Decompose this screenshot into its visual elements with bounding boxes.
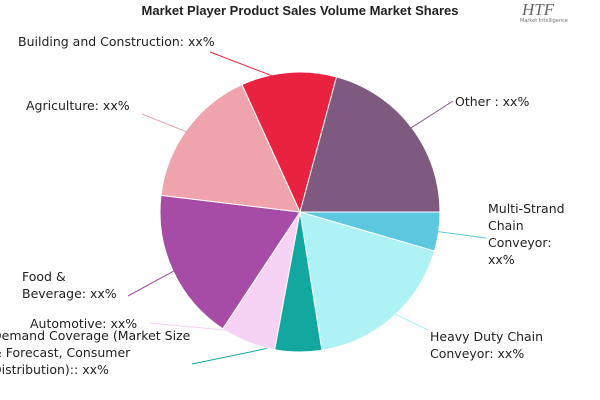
chart-title: Market Player Product Sales Volume Marke… xyxy=(141,3,459,18)
pie-slice xyxy=(241,71,338,214)
leader-line xyxy=(402,100,454,134)
logo-text: HTF xyxy=(522,0,555,19)
leader-line xyxy=(428,229,487,239)
pie-slice xyxy=(299,76,441,213)
pie-slice xyxy=(160,83,301,213)
logo-subtitle: Market Intelligence xyxy=(520,18,568,24)
slice-label: Agriculture: xx% xyxy=(26,98,130,113)
pie-slice xyxy=(159,194,301,330)
pie-slice xyxy=(299,211,436,351)
slice-label: Building and Construction: xx% xyxy=(18,34,215,49)
slice-label: Other : xx% xyxy=(455,94,530,109)
leader-line xyxy=(209,51,290,83)
leader-line xyxy=(191,341,299,365)
slice-label: Multi-Strand Chain Conveyor: xx% xyxy=(488,201,565,267)
leader-line xyxy=(141,113,196,136)
slice-label: Demand Coverage (Market Size & Forecast,… xyxy=(0,328,191,377)
slice-label: Food & Beverage: xx% xyxy=(22,269,117,301)
leader-line xyxy=(149,322,252,334)
slice-label: Automotive: xx% xyxy=(30,316,138,331)
leader-line xyxy=(127,266,183,297)
leader-line xyxy=(385,309,429,331)
slice-label: Heavy Duty Chain Conveyor: xx% xyxy=(430,329,544,361)
